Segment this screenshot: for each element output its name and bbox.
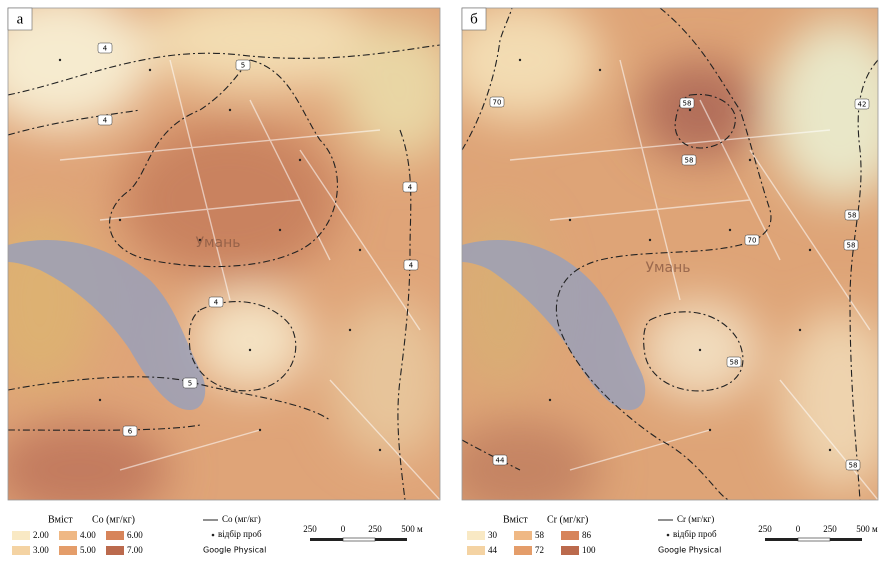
contour-label: 5 (241, 62, 245, 70)
contour-label: 58 (849, 462, 858, 470)
legend-point-symbol (212, 534, 215, 537)
legend-title: Вміст (48, 514, 73, 525)
scale-label: 500 м (401, 524, 423, 534)
legend-class-label: 6.00 (127, 530, 143, 540)
contour-label: 4 (103, 45, 108, 53)
scale-bar (765, 538, 798, 541)
legend-point-label: відбір проб (673, 529, 717, 539)
contour-label: 44 (496, 457, 505, 465)
contour-label: 6 (128, 428, 133, 436)
basemap-label: Google Physical (203, 546, 266, 555)
legend-line-label: Co (мг/кг) (222, 514, 261, 524)
contour-label: 58 (730, 359, 739, 367)
legend-class-label: 5.00 (80, 545, 96, 555)
contour-label: 70 (748, 237, 757, 245)
scale-bar (798, 538, 830, 541)
contour-label: 58 (847, 242, 856, 250)
legend-line-label: Cr (мг/кг) (677, 514, 714, 524)
contour-label: 58 (683, 100, 692, 108)
legend-class-label: 44 (488, 545, 498, 555)
legend-class-label: 72 (535, 545, 544, 555)
panel-label: б (470, 11, 478, 27)
scale-label: 250 (823, 524, 837, 534)
scale-label: 250 (758, 524, 772, 534)
legend-point-symbol (667, 534, 670, 537)
basemap-label: Google Physical (658, 546, 721, 555)
scale-label: 250 (368, 524, 382, 534)
scale-bar (830, 538, 862, 541)
scale-label: 0 (796, 524, 801, 534)
legend-point-label: відбір проб (218, 529, 262, 539)
figure: аУмань45444456ВмістCo (мг/кг)2.003.004.0… (0, 0, 881, 558)
contour-label: 4 (408, 184, 413, 192)
legend-swatch (561, 546, 579, 555)
legend-class-label: 58 (535, 530, 545, 540)
legend-swatch (106, 546, 124, 555)
legend-class-label: 4.00 (80, 530, 96, 540)
scale-label: 0 (341, 524, 346, 534)
contour-label: 4 (409, 262, 414, 270)
contour-label: 4 (214, 299, 219, 307)
legend-class-label: 2.00 (33, 530, 49, 540)
legend-class-label: 30 (488, 530, 498, 540)
legend-class-label: 3.00 (33, 545, 49, 555)
contour-label: 4 (103, 117, 108, 125)
contour-label: 58 (685, 157, 694, 165)
contour-label: 42 (858, 101, 867, 109)
scale-label: 500 м (856, 524, 878, 534)
legend-swatch (106, 531, 124, 540)
legend-unit: Cr (мг/кг) (547, 514, 588, 525)
panel-label: а (17, 11, 24, 27)
scale-bar (310, 538, 343, 541)
contour-label: 58 (848, 212, 857, 220)
scale-bar (375, 538, 407, 541)
legend-swatch (12, 546, 30, 555)
legend-swatch (59, 531, 77, 540)
legend-swatch (561, 531, 579, 540)
scale-label: 250 (303, 524, 317, 534)
legend-class-label: 7.00 (127, 545, 143, 555)
legend-swatch (12, 531, 30, 540)
scale-bar (343, 538, 375, 541)
legend-class-label: 100 (582, 545, 596, 555)
legend-class-label: 86 (582, 530, 592, 540)
legend-unit: Co (мг/кг) (92, 514, 135, 525)
legend-title: Вміст (503, 514, 528, 525)
legend-swatch (514, 546, 532, 555)
legend-swatch (59, 546, 77, 555)
contour-label: 5 (188, 380, 192, 388)
city-label: Умань (645, 260, 690, 276)
map-panel-a (0, 0, 460, 520)
contour-label: 70 (493, 99, 502, 107)
city-label: Умань (195, 235, 240, 251)
legend-swatch (467, 546, 485, 555)
legend-swatch (467, 531, 485, 540)
legend-swatch (514, 531, 532, 540)
